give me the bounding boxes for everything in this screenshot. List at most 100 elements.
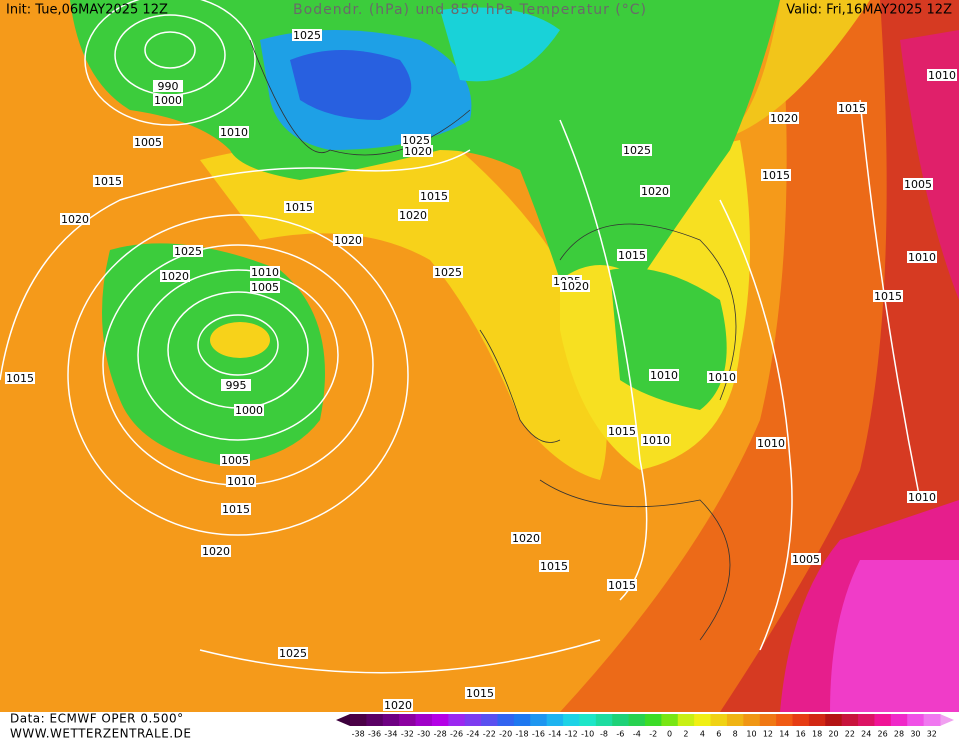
scale-label: -28 [434, 730, 447, 739]
isobar-label-box [5, 372, 35, 384]
isobar-label-box [761, 169, 791, 181]
scale-label: -26 [450, 730, 463, 739]
isobar-label: 1015 [420, 190, 448, 203]
isobar-label-box [607, 425, 637, 437]
scale-label: -14 [548, 730, 561, 739]
isobar-label: 1015 [608, 425, 636, 438]
scale-swatch [776, 714, 793, 726]
scale-swatch [448, 714, 466, 726]
isobar-label-box [284, 201, 314, 213]
isobar-label-box [640, 185, 670, 197]
scale-swatch [399, 714, 417, 726]
isobar-label: 1000 [154, 94, 182, 107]
very-cold-area [440, 7, 560, 82]
data-source: Data: ECMWF OPER 0.500° [10, 712, 184, 726]
scale-swatch [513, 714, 531, 726]
scale-label: -6 [616, 730, 624, 739]
scale-label: 32 [927, 730, 937, 739]
scale-swatch [841, 714, 859, 726]
isobar-label: 1020 [61, 213, 89, 226]
isobar-label-box [401, 134, 431, 146]
scale-swatch [743, 714, 761, 726]
very-cold-area [290, 50, 412, 120]
isobar-label: 1010 [908, 491, 936, 504]
isobar-label-box [907, 251, 937, 263]
scale-swatch [563, 714, 580, 726]
isobar-label: 1005 [251, 281, 279, 294]
valid-time: Valid: Fri,16MAY2025 12Z [786, 3, 952, 18]
isobar-label-box [173, 245, 203, 257]
isobar-label-box [153, 80, 183, 92]
isobar-label: 1000 [235, 404, 263, 417]
isobar-label-box [419, 190, 449, 202]
scale-swatch [661, 714, 679, 726]
isobar-label-box [93, 175, 123, 187]
scale-label: -16 [532, 730, 545, 739]
scale-label: -38 [352, 730, 365, 739]
scale-label: 10 [746, 730, 756, 739]
scale-swatch [923, 714, 941, 726]
scale-swatch [350, 714, 367, 726]
scale-label: -12 [565, 730, 578, 739]
isobar-label: 1020 [161, 270, 189, 283]
isobar-label: 1015 [222, 503, 250, 516]
scale-label: 26 [878, 730, 888, 739]
scale-label: 4 [700, 730, 705, 739]
isobar-label: 1020 [334, 234, 362, 247]
isobar-label-box [153, 94, 183, 106]
scale-swatch [792, 714, 810, 726]
cool-area [720, 0, 870, 140]
scale-swatch [677, 714, 695, 726]
scale-label: -8 [600, 730, 608, 739]
isobar-label: 1025 [279, 647, 307, 660]
scale-label: 8 [733, 730, 738, 739]
scale-swatch [415, 714, 433, 726]
isobar-label: 1005 [221, 454, 249, 467]
isobar-label: 1020 [512, 532, 540, 545]
isobar-label: 1010 [908, 251, 936, 264]
scale-swatch [382, 714, 400, 726]
scale-swatch [579, 714, 597, 726]
isobar-label-box [160, 270, 190, 282]
scale-label: -4 [633, 730, 641, 739]
isobar-label-box [769, 112, 799, 124]
isobar-label: 1015 [540, 560, 568, 573]
scale-swatch [825, 714, 843, 726]
isobar-label: 1020 [770, 112, 798, 125]
isobar-label: 1010 [220, 126, 248, 139]
isobar-label-box [433, 266, 463, 278]
hot-area [900, 30, 959, 300]
scale-label: 14 [779, 730, 789, 739]
isobar-label: 995 [226, 379, 247, 392]
isobar-label: 1020 [202, 545, 230, 558]
isobar-label-box [707, 371, 737, 383]
isobar-label-box [617, 249, 647, 261]
isobar-label: 1010 [227, 475, 255, 488]
isobar-label: 1015 [618, 249, 646, 262]
scale-swatch [874, 714, 892, 726]
isobar-label: 1010 [708, 371, 736, 384]
scale-swatch [645, 714, 662, 726]
isobar-label: 1015 [285, 201, 313, 214]
isobar-label-box [234, 404, 264, 416]
isobar-label-box [250, 281, 280, 293]
map-title: Bodendr. (hPa) und 850 hPa Temperatur (°… [293, 2, 647, 18]
init-time: Init: Tue,06MAY2025 12Z [6, 3, 168, 18]
isobar-label: 1025 [293, 29, 321, 42]
site-url: WWW.WETTERZENTRALE.DE [10, 727, 191, 741]
scale-label: 24 [861, 730, 871, 739]
scale-swatch [858, 714, 875, 726]
scale-swatch [759, 714, 777, 726]
isobar-label: 1025 [402, 134, 430, 147]
isobar-label-box [333, 234, 363, 246]
isobar-label: 1010 [757, 437, 785, 450]
scale-swatch [431, 714, 449, 726]
isobar-label: 1020 [404, 145, 432, 158]
scale-label: -20 [499, 730, 512, 739]
scale-swatch [366, 714, 384, 726]
scale-swatch [710, 714, 728, 726]
isobar-label: 1020 [384, 699, 412, 712]
scale-swatch [907, 714, 925, 726]
isobar-label: 1010 [928, 69, 956, 82]
isobar-label: 1025 [174, 245, 202, 258]
